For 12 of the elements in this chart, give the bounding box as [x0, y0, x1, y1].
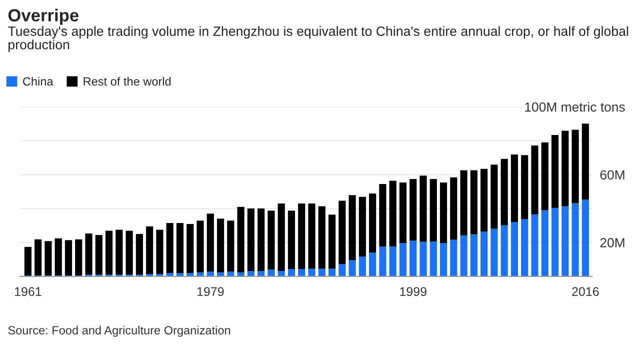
y-tick-label: 100M metric tons	[525, 102, 625, 112]
x-tick-label: 1961	[15, 287, 42, 296]
source-note: Source: Food and Agriculture Organization	[8, 326, 230, 337]
chart-title: Overripe	[8, 8, 78, 25]
legend-label: Rest of the world	[84, 76, 171, 86]
y-tick-label: 60M	[600, 170, 624, 180]
legend-label: China	[23, 76, 54, 86]
chart-subtitle: Tuesday's apple trading volume in Zhengzhou is equivalent to China's entire annual crop, or half of global production	[8, 26, 628, 52]
x-tick-label: 1979	[197, 287, 224, 296]
y-tick-label: 20M	[600, 238, 624, 248]
x-tick-label: 1999	[400, 287, 426, 296]
x-tick-label: 2016	[572, 287, 599, 296]
